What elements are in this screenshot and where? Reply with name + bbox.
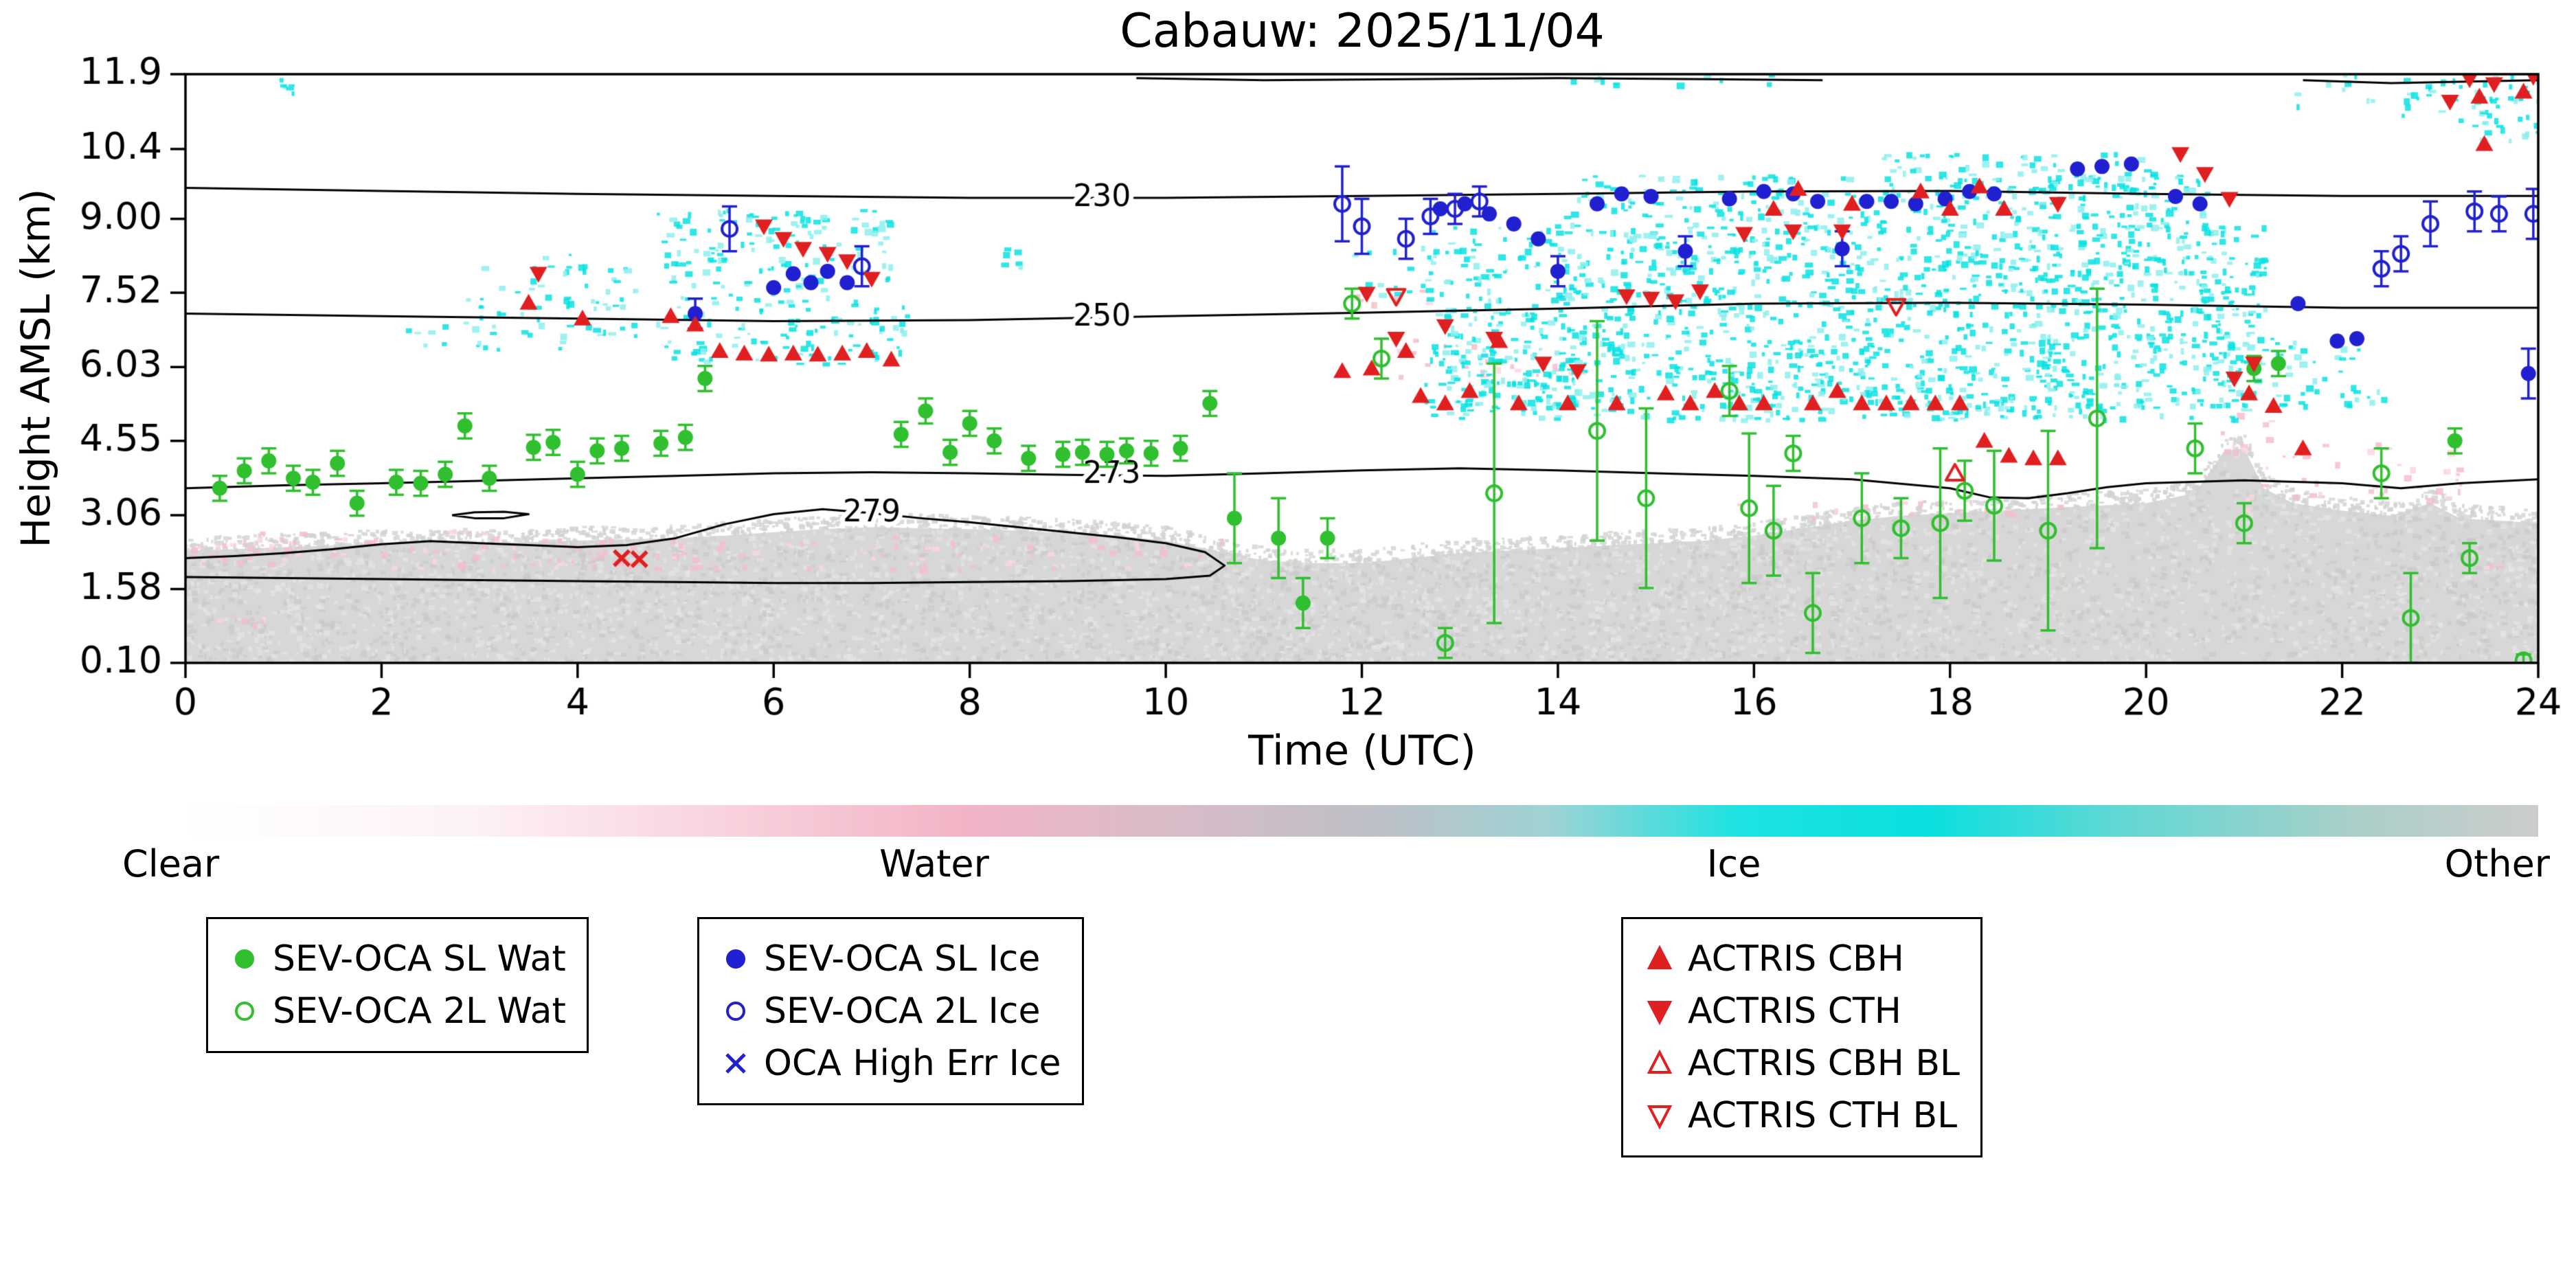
- filled-red-triangle-down-icon: [1647, 1001, 1673, 1026]
- x-axis-label: Time (UTC): [1248, 727, 1476, 775]
- legend-item-actris-cbh: ACTRIS CBH: [1644, 933, 1960, 985]
- legend-label: OCA High Err Ice: [764, 1043, 1061, 1084]
- blue-x-icon: [725, 1053, 746, 1074]
- classification-plot-canvas: [0, 0, 2576, 790]
- legend-label: ACTRIS CTH BL: [1688, 1095, 1958, 1136]
- y-axis-label: Height AMSL (km): [12, 188, 59, 548]
- colorbar-label-water: Water: [879, 842, 989, 885]
- colorbar-label-clear: Clear: [122, 842, 220, 885]
- legend-label: ACTRIS CBH BL: [1688, 1043, 1960, 1084]
- legend-box-actris: ACTRIS CBH ACTRIS CTH ACTRIS CBH BL ACTR…: [1621, 917, 1982, 1157]
- filled-red-triangle-up-icon: [1647, 945, 1673, 969]
- legend-label: ACTRIS CBH: [1688, 938, 1904, 980]
- legend-label: SEV-OCA SL Wat: [273, 938, 566, 980]
- chart-title: Cabauw: 2025/11/04: [1120, 4, 1605, 58]
- open-red-triangle-down-icon: [1647, 1105, 1673, 1130]
- open-blue-circle-icon: [726, 1002, 745, 1021]
- legend-item-actris-cth: ACTRIS CTH: [1644, 985, 1960, 1037]
- legend-box-water: SEV-OCA SL Wat SEV-OCA 2L Wat: [206, 917, 589, 1053]
- filled-green-circle-icon: [235, 949, 254, 969]
- classification-colorbar: [185, 805, 2538, 837]
- legend-item-sev-oca-sl-ice: SEV-OCA SL Ice: [720, 933, 1061, 985]
- legend-label: SEV-OCA 2L Ice: [764, 991, 1041, 1032]
- open-red-triangle-up-icon: [1647, 1049, 1673, 1074]
- colorbar-label-other: Other: [2444, 842, 2550, 885]
- legend-item-sev-oca-2l-ice: SEV-OCA 2L Ice: [720, 985, 1061, 1037]
- legend-item-sev-oca-sl-wat: SEV-OCA SL Wat: [229, 933, 566, 985]
- legend-item-actris-cth-bl: ACTRIS CTH BL: [1644, 1089, 1960, 1142]
- legend-item-actris-cbh-bl: ACTRIS CBH BL: [1644, 1037, 1960, 1089]
- legend-label: ACTRIS CTH: [1688, 991, 1901, 1032]
- legend-box-ice: SEV-OCA SL Ice SEV-OCA 2L Ice OCA High E…: [697, 917, 1084, 1105]
- legend-item-sev-oca-2l-wat: SEV-OCA 2L Wat: [229, 985, 566, 1037]
- legend-label: SEV-OCA SL Ice: [764, 938, 1041, 980]
- legend-item-oca-high-err-ice: OCA High Err Ice: [720, 1037, 1061, 1089]
- legend-label: SEV-OCA 2L Wat: [273, 991, 566, 1032]
- filled-blue-circle-icon: [726, 949, 745, 969]
- colorbar-label-ice: Ice: [1706, 842, 1761, 885]
- open-green-circle-icon: [235, 1002, 254, 1021]
